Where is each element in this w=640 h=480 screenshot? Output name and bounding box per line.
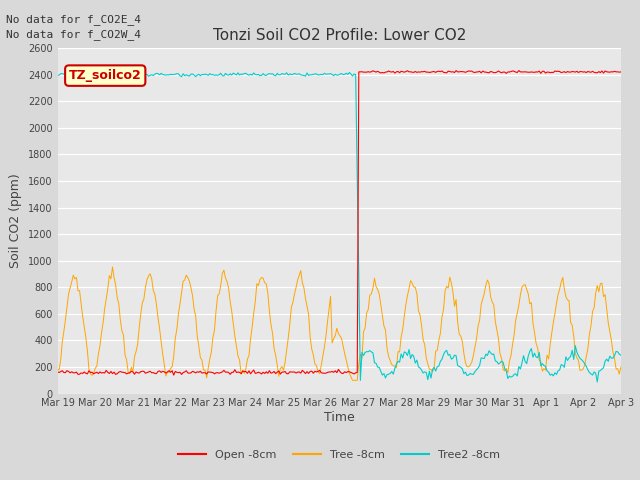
- Open -8cm: [170, 372, 177, 378]
- Tree2 -8cm: [241, 71, 248, 76]
- Line: Tree2 -8cm: Tree2 -8cm: [58, 72, 621, 382]
- Open -8cm: [242, 369, 250, 374]
- Tree -8cm: [223, 279, 231, 285]
- Open -8cm: [123, 371, 131, 377]
- Title: Tonzi Soil CO2 Profile: Lower CO2: Tonzi Soil CO2 Profile: Lower CO2: [212, 28, 466, 43]
- Tree -8cm: [589, 309, 596, 314]
- Tree2 -8cm: [123, 71, 131, 77]
- Open -8cm: [589, 69, 596, 74]
- Open -8cm: [252, 371, 259, 376]
- Tree2 -8cm: [54, 72, 61, 78]
- Open -8cm: [223, 369, 231, 375]
- Tree -8cm: [109, 264, 116, 270]
- Tree -8cm: [301, 296, 309, 301]
- Y-axis label: Soil CO2 (ppm): Soil CO2 (ppm): [10, 173, 22, 268]
- Text: TZ_soilco2: TZ_soilco2: [69, 69, 141, 82]
- Tree2 -8cm: [250, 70, 257, 76]
- Open -8cm: [617, 69, 625, 75]
- Tree -8cm: [124, 370, 132, 375]
- Open -8cm: [301, 371, 309, 376]
- Tree2 -8cm: [221, 71, 229, 76]
- Legend: Open -8cm, Tree -8cm, Tree2 -8cm: Open -8cm, Tree -8cm, Tree2 -8cm: [174, 445, 504, 464]
- Tree2 -8cm: [593, 379, 601, 385]
- X-axis label: Time: Time: [324, 411, 355, 424]
- Tree -8cm: [54, 366, 61, 372]
- Tree -8cm: [617, 364, 625, 370]
- Line: Open -8cm: Open -8cm: [58, 71, 621, 375]
- Text: No data for f_CO2E_4
No data for f_CO2W_4: No data for f_CO2E_4 No data for f_CO2W_…: [6, 14, 141, 40]
- Tree2 -8cm: [346, 70, 353, 75]
- Tree2 -8cm: [617, 352, 625, 358]
- Tree -8cm: [252, 299, 259, 304]
- Tree -8cm: [242, 366, 250, 372]
- Tree2 -8cm: [587, 371, 595, 377]
- Line: Tree -8cm: Tree -8cm: [58, 267, 621, 380]
- Open -8cm: [54, 369, 61, 375]
- Tree2 -8cm: [300, 72, 308, 78]
- Open -8cm: [515, 68, 523, 73]
- Tree -8cm: [349, 377, 356, 383]
